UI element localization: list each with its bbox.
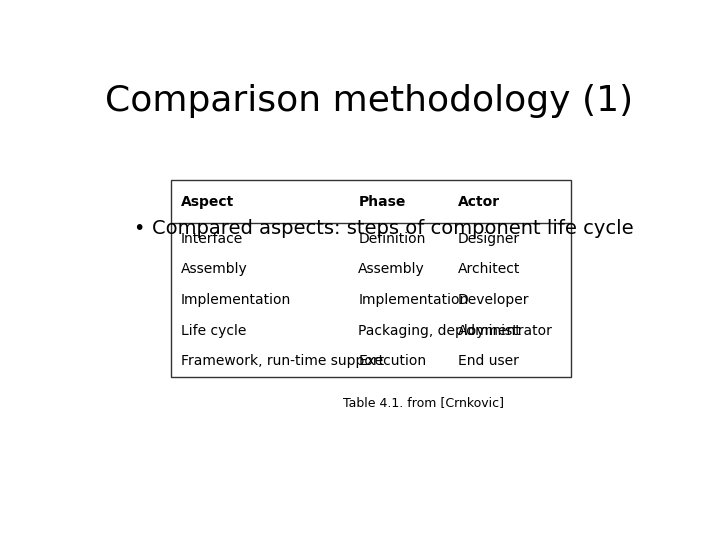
Text: End user: End user [458,354,519,368]
Text: Comparison methodology (1): Comparison methodology (1) [105,84,633,118]
Text: Packaging, deployment: Packaging, deployment [359,323,521,338]
Text: Definition: Definition [359,232,426,246]
Text: Administrator: Administrator [458,323,553,338]
Text: •: • [132,219,144,238]
Text: Life cycle: Life cycle [181,323,246,338]
Text: Architect: Architect [458,262,521,276]
Bar [171,180,570,377]
Text: Implementation: Implementation [181,293,291,307]
Text: Table 4.1. from [Crnkovic]: Table 4.1. from [Crnkovic] [343,396,504,409]
Text: Assembly: Assembly [181,262,248,276]
Text: Interface: Interface [181,232,243,246]
Text: Actor: Actor [458,195,500,209]
Text: Framework, run-time support: Framework, run-time support [181,354,384,368]
Text: Execution: Execution [359,354,426,368]
Text: Implementation: Implementation [359,293,469,307]
Text: Compared aspects: steps of component life cycle: Compared aspects: steps of component lif… [152,219,634,238]
Text: Designer: Designer [458,232,520,246]
Text: Phase: Phase [359,195,405,209]
Text: Developer: Developer [458,293,530,307]
Text: Aspect: Aspect [181,195,234,209]
Text: Assembly: Assembly [359,262,425,276]
